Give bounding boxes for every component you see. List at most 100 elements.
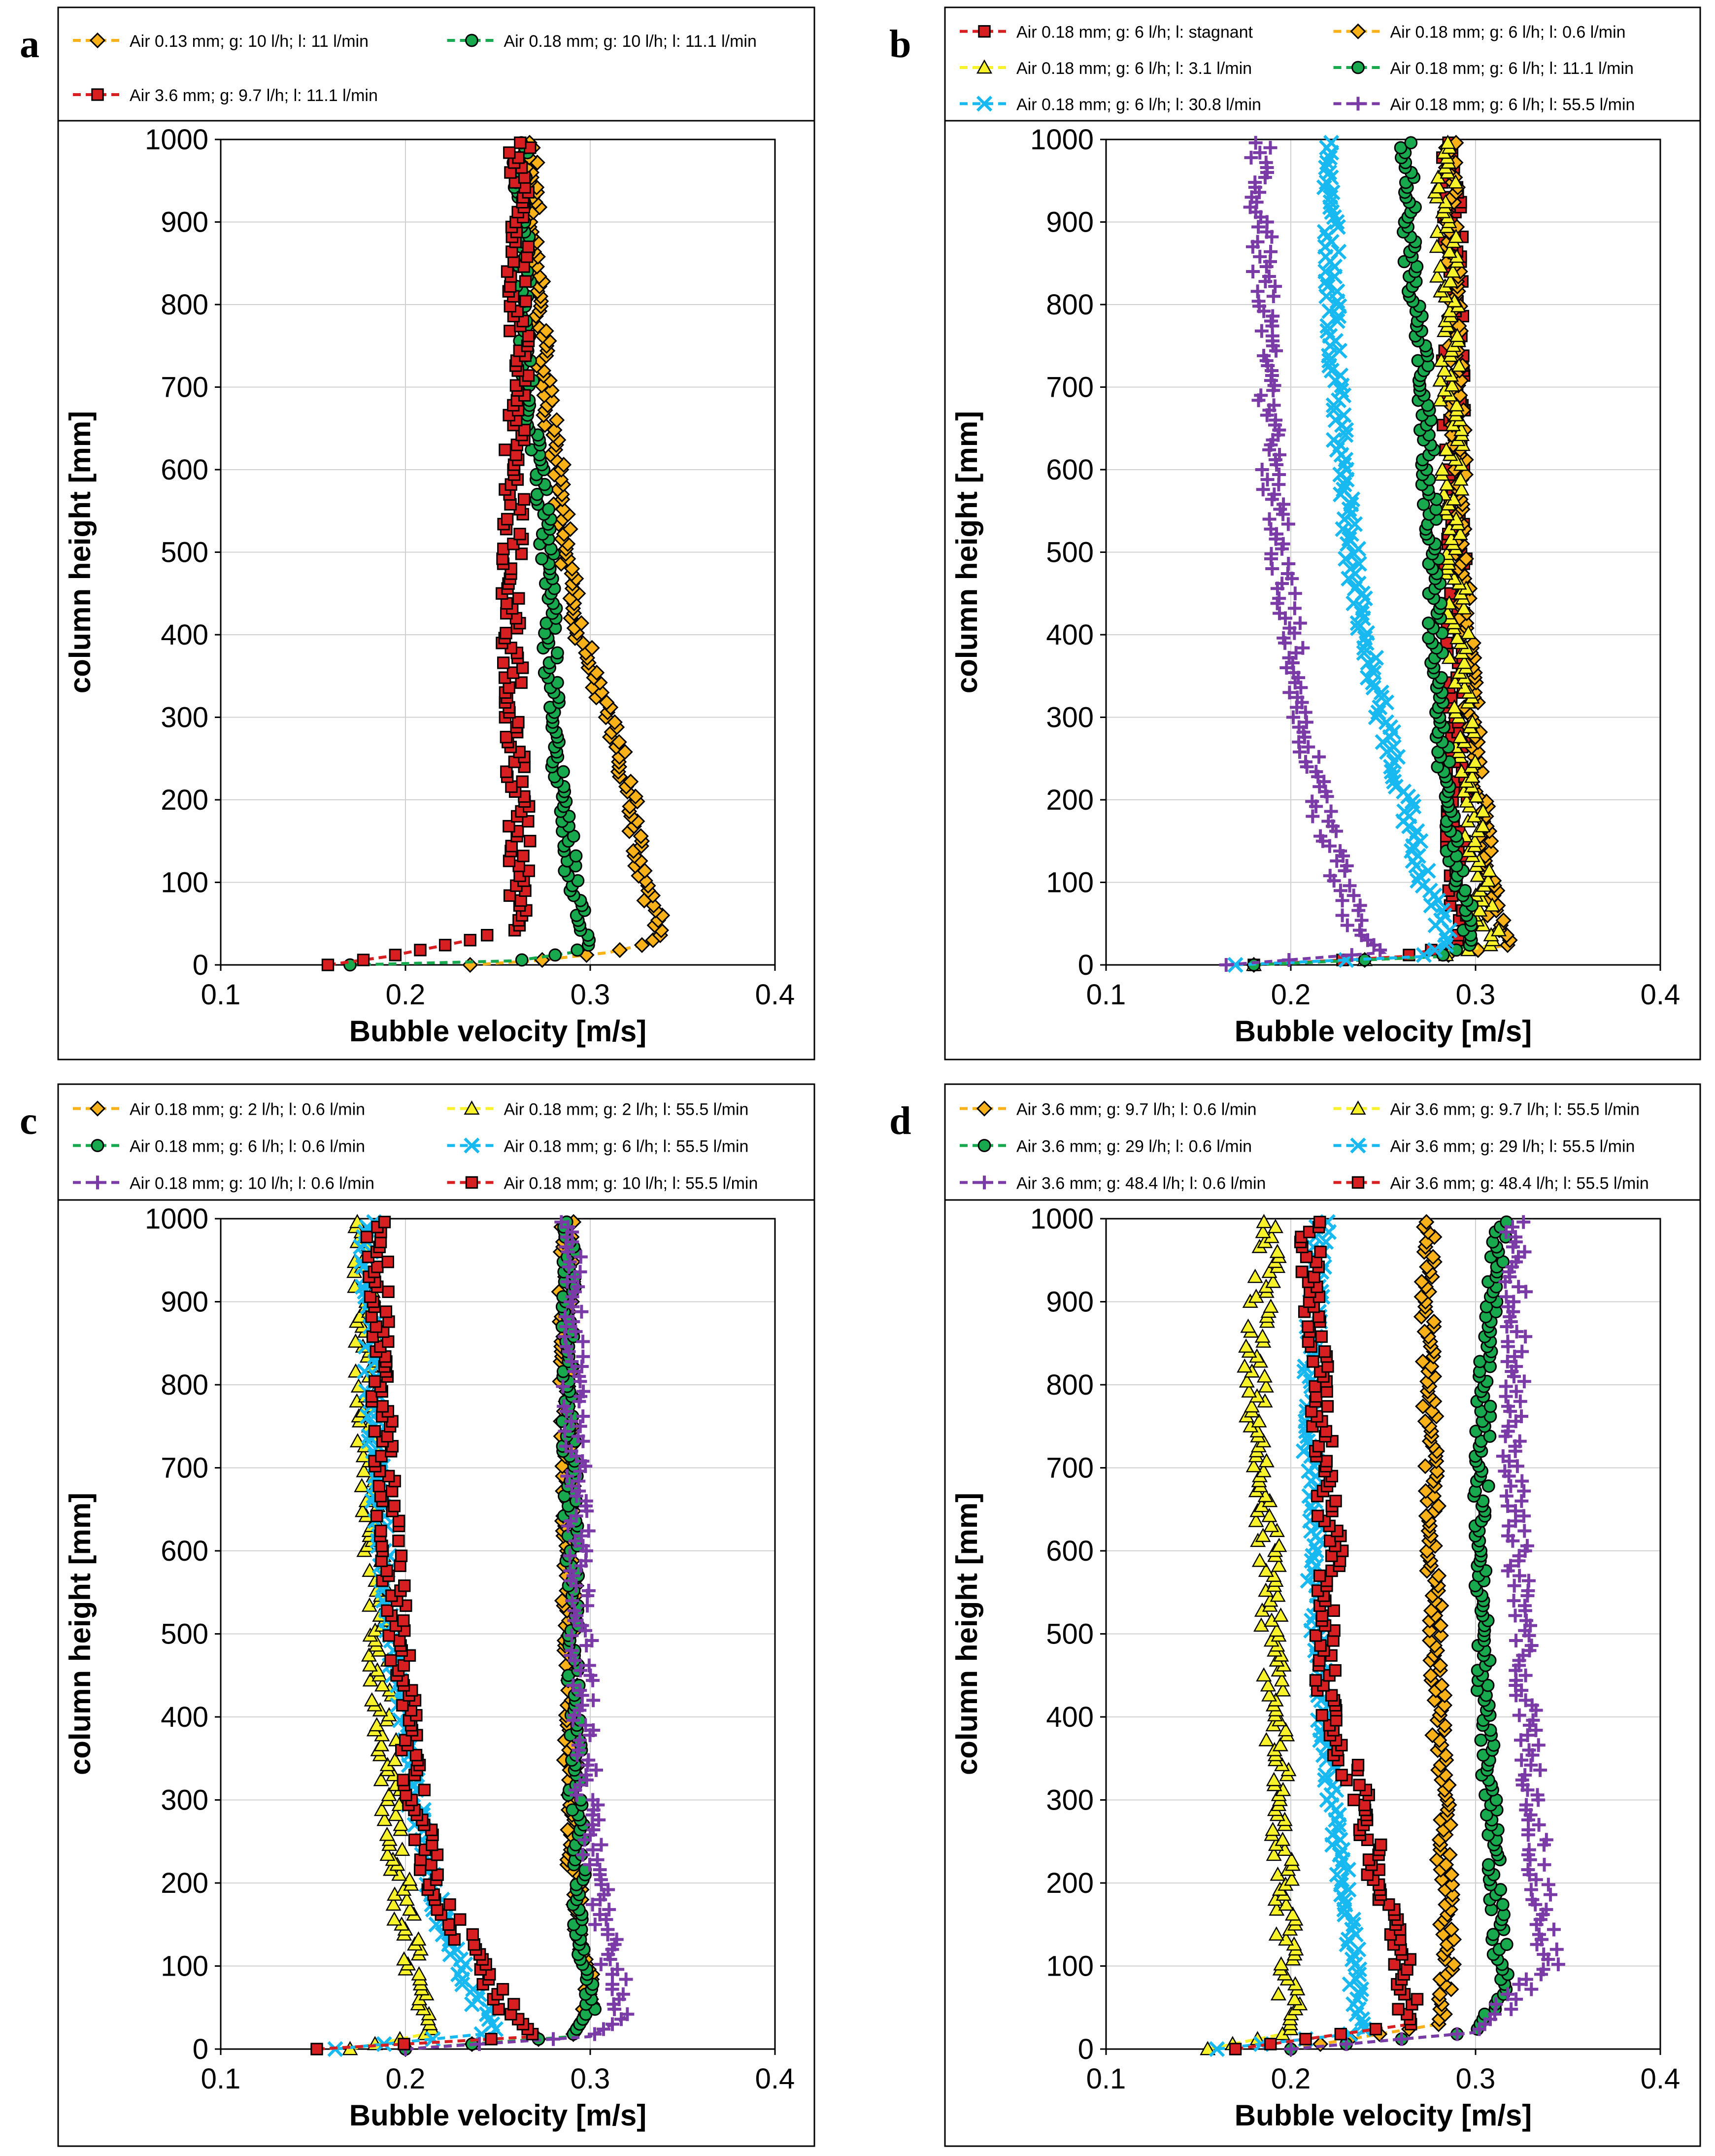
data-point bbox=[1522, 1843, 1536, 1857]
data-point bbox=[579, 1494, 593, 1508]
data-point bbox=[376, 1400, 389, 1413]
data-point bbox=[1464, 768, 1480, 783]
data-point bbox=[470, 1991, 486, 2008]
x-tick-label: 0.3 bbox=[1456, 2063, 1496, 2095]
data-point bbox=[1444, 1877, 1460, 1893]
data-point bbox=[397, 1614, 410, 1627]
data-point bbox=[397, 1774, 409, 1786]
data-point bbox=[1335, 893, 1349, 908]
data-point bbox=[481, 929, 494, 942]
data-point bbox=[1452, 526, 1468, 541]
legend-label: Air 3.6 mm; g: 48.4 l/h; l: 55.5 l/min bbox=[1390, 1174, 1649, 1193]
legend-marker bbox=[91, 1175, 104, 1190]
legend-label: Air 0.13 mm; g: 10 l/h; l: 11 l/min bbox=[130, 32, 369, 51]
legend-marker bbox=[91, 1139, 104, 1152]
data-point bbox=[1470, 867, 1486, 882]
data-point bbox=[1275, 577, 1289, 591]
data-point bbox=[1413, 1273, 1430, 1290]
data-point bbox=[1266, 289, 1280, 304]
data-point bbox=[1290, 690, 1305, 705]
x-tick-label: 0.4 bbox=[755, 979, 795, 1011]
data-point bbox=[1436, 907, 1453, 924]
data-point bbox=[1531, 1738, 1546, 1752]
x-tick-label: 0.2 bbox=[1271, 2063, 1311, 2095]
data-point bbox=[466, 1928, 479, 1941]
data-point bbox=[379, 1305, 393, 1318]
data-point bbox=[519, 275, 532, 288]
data-point bbox=[1439, 476, 1455, 491]
data-point bbox=[1365, 680, 1381, 696]
data-point bbox=[402, 1871, 418, 1886]
data-point bbox=[1340, 859, 1354, 873]
x-tick-label: 0.3 bbox=[571, 2063, 610, 2095]
data-point bbox=[1325, 402, 1342, 418]
y-tick-label: 100 bbox=[1046, 867, 1094, 899]
data-point bbox=[1524, 1639, 1539, 1653]
legend-item: Air 3.6 mm; g: 9.7 l/h; l: 0.6 l/min bbox=[960, 1100, 1257, 1119]
data-point bbox=[1244, 150, 1258, 165]
y-tick-label: 500 bbox=[1046, 1618, 1094, 1650]
y-tick-label: 100 bbox=[161, 867, 208, 899]
data-point bbox=[1250, 284, 1265, 299]
data-point bbox=[485, 2033, 498, 2046]
series bbox=[310, 1216, 539, 2055]
data-point bbox=[586, 1693, 601, 1708]
data-point bbox=[1276, 537, 1290, 551]
data-point bbox=[1335, 1769, 1348, 1781]
data-point bbox=[1509, 1384, 1523, 1399]
data-point bbox=[1434, 902, 1451, 919]
data-point bbox=[1265, 1821, 1281, 1836]
data-point bbox=[1277, 631, 1291, 645]
data-point bbox=[1240, 1318, 1256, 1333]
data-point bbox=[576, 1335, 590, 1349]
legend-label: Air 0.18 mm; g: 10 l/h; l: 55.5 l/min bbox=[504, 1174, 758, 1193]
data-point bbox=[1385, 739, 1402, 755]
data-point bbox=[1351, 1759, 1365, 1772]
data-point bbox=[513, 527, 526, 541]
data-point bbox=[574, 1304, 589, 1319]
data-point bbox=[396, 1951, 412, 1966]
data-point bbox=[1354, 585, 1371, 602]
y-tick-label: 600 bbox=[161, 454, 208, 486]
data-point bbox=[1333, 1877, 1349, 1893]
data-point bbox=[1508, 1608, 1522, 1623]
legend-label: Air 0.18 mm; g: 6 l/h; l: 0.6 l/min bbox=[130, 1137, 365, 1156]
data-point bbox=[1366, 664, 1382, 681]
data-point bbox=[1512, 1977, 1526, 1991]
data-point bbox=[1250, 235, 1265, 249]
data-point bbox=[512, 592, 525, 605]
data-point bbox=[1282, 621, 1297, 635]
data-point bbox=[357, 954, 370, 966]
y-tick-label: 800 bbox=[161, 1369, 208, 1401]
data-point bbox=[1273, 447, 1287, 462]
data-point bbox=[1258, 1378, 1274, 1393]
data-point bbox=[1520, 1728, 1535, 1743]
data-point bbox=[1501, 1399, 1515, 1413]
data-point bbox=[1272, 1737, 1288, 1751]
data-point bbox=[1335, 481, 1352, 498]
data-point bbox=[1434, 1677, 1450, 1694]
data-point bbox=[1517, 1599, 1532, 1613]
data-point bbox=[602, 1902, 616, 1916]
data-point bbox=[1453, 481, 1470, 496]
data-point bbox=[1415, 947, 1432, 963]
y-tick-label: 200 bbox=[1046, 784, 1094, 816]
data-point bbox=[1281, 517, 1295, 531]
data-point bbox=[590, 1852, 605, 1867]
data-point bbox=[1518, 1668, 1533, 1682]
data-point bbox=[1262, 512, 1277, 526]
data-point bbox=[574, 1529, 589, 1543]
data-point bbox=[503, 146, 516, 159]
data-point bbox=[594, 1957, 608, 1972]
data-point bbox=[1309, 1674, 1322, 1687]
data-point bbox=[616, 1987, 630, 2001]
data-point bbox=[1266, 1772, 1282, 1786]
data-point bbox=[1341, 501, 1357, 517]
data-point bbox=[1517, 1484, 1531, 1498]
data-point bbox=[535, 552, 549, 566]
data-point bbox=[582, 1658, 596, 1673]
legend-label: Air 0.18 mm; g: 10 l/h; l: 0.6 l/min bbox=[130, 1174, 374, 1193]
legend-marker bbox=[1350, 1100, 1366, 1115]
data-point bbox=[1388, 1958, 1401, 1971]
data-point bbox=[1499, 1290, 1513, 1304]
